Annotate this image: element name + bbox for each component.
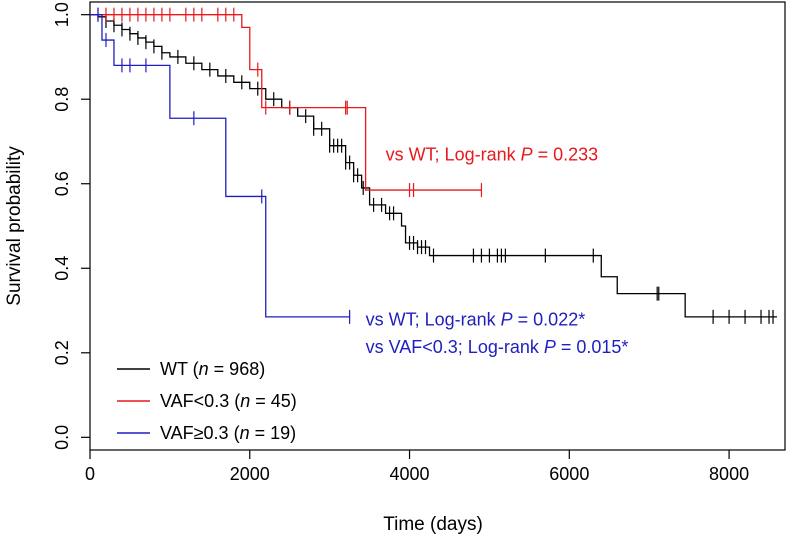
annotation-p-label: P: [521, 144, 533, 164]
series-layer: [90, 7, 778, 324]
survival-curve-wt: [90, 14, 778, 318]
survival-curve-vaf_low: [90, 14, 482, 191]
annotation-p-value: = 0.015*: [556, 337, 629, 357]
annotation-text: vs WT; Log-rank: [366, 309, 501, 329]
annotation-p-label: P: [501, 309, 513, 329]
annotation-p-value: = 0.233: [533, 144, 599, 164]
annotation-vaf_low_vs_wt: vs WT; Log-rank P = 0.233: [386, 144, 599, 164]
annotation-p-value: = 0.022*: [513, 309, 586, 329]
series-vaf_high: [90, 7, 351, 324]
legend-count: = 45): [250, 391, 297, 411]
y-axis-label: Survival probability: [4, 146, 25, 306]
y-tick-label: 0.6: [52, 171, 72, 196]
annotation-vaf_high_vs_wt: vs WT; Log-rank P = 0.022*: [366, 309, 586, 329]
x-tick-label: 8000: [709, 464, 749, 484]
annotation-vaf_high_vs_low: vs VAF<0.3; Log-rank P = 0.015*: [366, 337, 629, 357]
series-vaf_low: [90, 7, 483, 198]
legend-count: = 19): [250, 423, 297, 443]
y-tick-label: 0.2: [52, 340, 72, 365]
legend-text: VAF<0.3 (: [160, 391, 240, 411]
y-tick-label: 0.4: [52, 256, 72, 281]
x-tick-label: 2000: [230, 464, 270, 484]
x-axis-label: Time (days): [383, 514, 483, 535]
legend-text: WT (: [160, 359, 199, 379]
legend-count: = 968): [209, 359, 266, 379]
legend-label-vaf_high: VAF≥0.3 (n = 19): [160, 423, 296, 443]
plot-frame: [89, 1, 786, 451]
annotation-text: vs WT; Log-rank: [386, 144, 521, 164]
x-tick-label: 0: [85, 464, 95, 484]
x-tick-label: 4000: [390, 464, 430, 484]
legend-n: n: [199, 359, 209, 379]
series-wt: [90, 14, 778, 324]
annotation-text: vs VAF<0.3; Log-rank: [366, 337, 544, 357]
legend-text: VAF≥0.3 (: [160, 423, 240, 443]
y-tick-label: 0.0: [52, 425, 72, 450]
legend-label-wt: WT (n = 968): [160, 359, 265, 379]
annotation-p-label: P: [544, 337, 556, 357]
legend: WT (n = 968)VAF<0.3 (n = 45)VAF≥0.3 (n =…: [117, 359, 297, 443]
legend-n: n: [240, 423, 250, 443]
y-tick-label: 0.8: [52, 87, 72, 112]
axes: 0 2000 4000 6000 8000 0.0 0.2 0.4 0.6 0.8 1.0: [52, 2, 749, 484]
y-tick-label: 1.0: [52, 2, 72, 27]
legend-label-vaf_low: VAF<0.3 (n = 45): [160, 391, 297, 411]
survival-curve-vaf_high: [90, 14, 350, 318]
legend-n: n: [240, 391, 250, 411]
x-tick-label: 6000: [549, 464, 589, 484]
